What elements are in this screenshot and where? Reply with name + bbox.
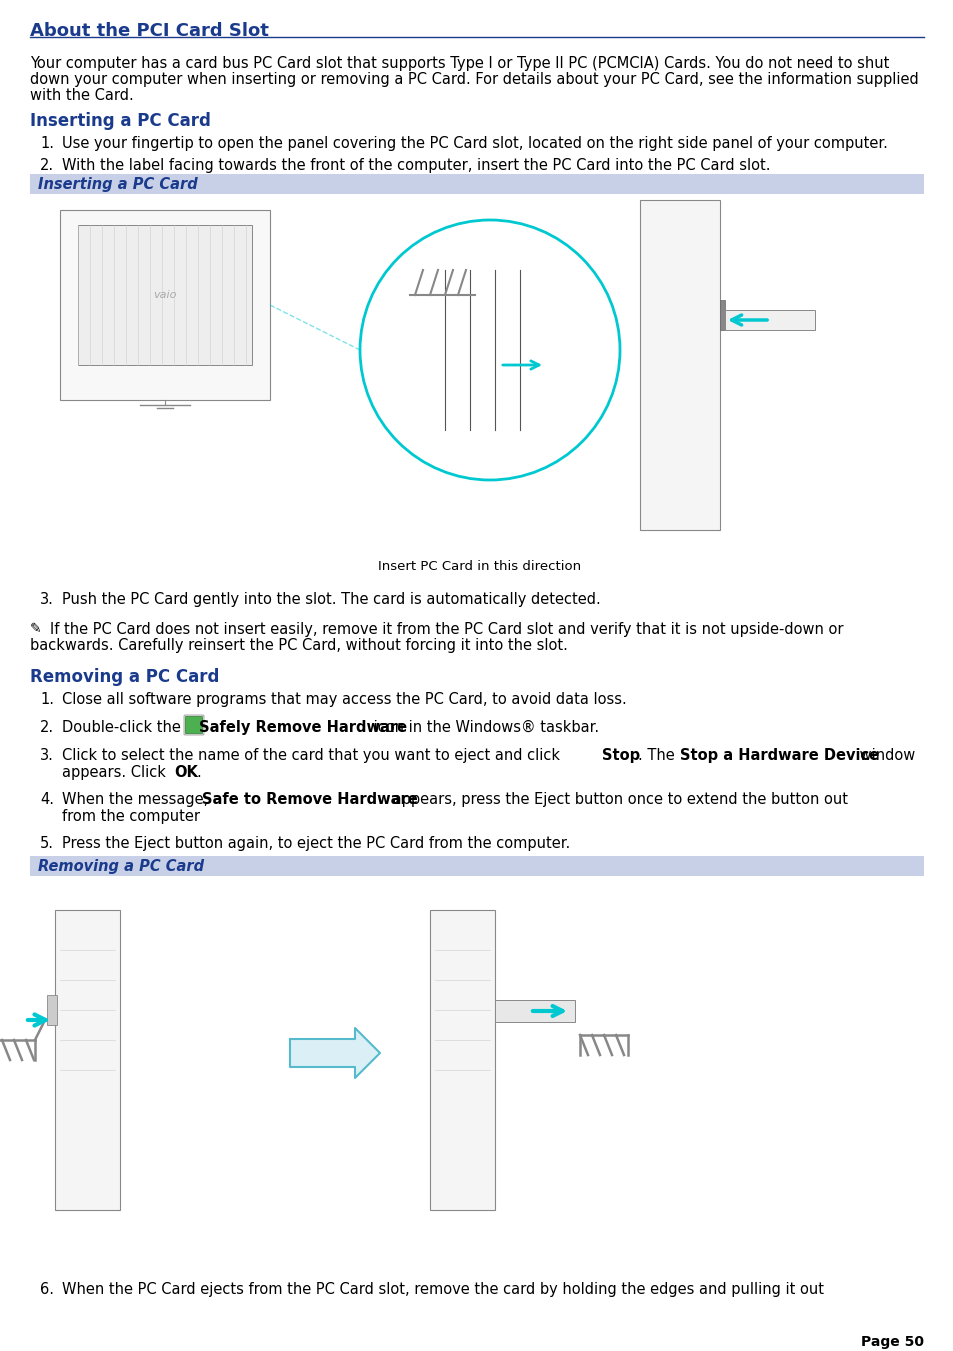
Text: 3.: 3. [40, 592, 53, 607]
Bar [30, 174, 923, 195]
Polygon shape [290, 1028, 379, 1078]
Text: 6.: 6. [40, 1282, 54, 1297]
Text: Your computer has a card bus PC Card slot that supports Type I or Type II PC (PC: Your computer has a card bus PC Card slo… [30, 55, 888, 72]
Bar [724, 309, 814, 330]
Text: Click to select the name of the card that you want to eject and click: Click to select the name of the card tha… [62, 748, 564, 763]
Text: window: window [854, 748, 914, 763]
Text: Press the Eject button again, to eject the PC Card from the computer.: Press the Eject button again, to eject t… [62, 836, 570, 851]
Text: appears. Click: appears. Click [62, 765, 171, 780]
Text: When the message,: When the message, [62, 792, 213, 807]
Text: vaio: vaio [153, 290, 176, 300]
Text: 3.: 3. [40, 748, 53, 763]
Text: Push the PC Card gently into the slot. The card is automatically detected.: Push the PC Card gently into the slot. T… [62, 592, 600, 607]
Text: 2.: 2. [40, 720, 54, 735]
Text: with the Card.: with the Card. [30, 88, 133, 103]
Text: down your computer when inserting or removing a PC Card. For details about your : down your computer when inserting or rem… [30, 72, 918, 86]
Text: 4.: 4. [40, 792, 54, 807]
FancyBboxPatch shape [184, 715, 204, 735]
Text: Stop a Hardware Device: Stop a Hardware Device [679, 748, 879, 763]
Bar [30, 875, 923, 1270]
Text: appears, press the Eject button once to extend the button out: appears, press the Eject button once to … [388, 792, 847, 807]
Bar [30, 857, 923, 875]
Text: icon in the Windows® taskbar.: icon in the Windows® taskbar. [369, 720, 598, 735]
Text: . The: . The [638, 748, 679, 763]
Text: Inserting a PC Card: Inserting a PC Card [30, 112, 211, 130]
Text: 1.: 1. [40, 136, 54, 151]
Text: backwards. Carefully reinsert the PC Card, without forcing it into the slot.: backwards. Carefully reinsert the PC Car… [30, 638, 567, 653]
Text: 2.: 2. [40, 158, 54, 173]
Bar [78, 226, 252, 365]
Text: ✎: ✎ [30, 621, 42, 636]
Text: Removing a PC Card: Removing a PC Card [38, 859, 204, 874]
Text: from the computer: from the computer [62, 809, 200, 824]
Text: .: . [195, 765, 200, 780]
Text: If the PC Card does not insert easily, remove it from the PC Card slot and verif: If the PC Card does not insert easily, r… [50, 621, 842, 638]
FancyBboxPatch shape [185, 716, 202, 734]
Text: Stop: Stop [601, 748, 639, 763]
Text: Safely Remove Hardware: Safely Remove Hardware [193, 720, 407, 735]
Bar [495, 1000, 575, 1021]
Text: Insert PC Card in this direction: Insert PC Card in this direction [378, 561, 581, 573]
Text: 1.: 1. [40, 692, 54, 707]
Text: Page 50: Page 50 [861, 1335, 923, 1350]
Text: 5.: 5. [40, 836, 54, 851]
Text: Removing a PC Card: Removing a PC Card [30, 667, 219, 686]
Text: About the PCI Card Slot: About the PCI Card Slot [30, 22, 269, 41]
Bar [639, 200, 720, 530]
Text: Close all software programs that may access the PC Card, to avoid data loss.: Close all software programs that may acc… [62, 692, 626, 707]
Bar [720, 300, 724, 330]
Bar [55, 911, 120, 1210]
Text: Use your fingertip to open the panel covering the PC Card slot, located on the r: Use your fingertip to open the panel cov… [62, 136, 887, 151]
Text: Double-click the: Double-click the [62, 720, 181, 735]
Bar [60, 209, 270, 400]
Bar [30, 195, 923, 574]
Text: Safe to Remove Hardware: Safe to Remove Hardware [202, 792, 417, 807]
Bar [47, 994, 57, 1025]
Text: OK: OK [173, 765, 197, 780]
Bar [430, 911, 495, 1210]
Text: Inserting a PC Card: Inserting a PC Card [38, 177, 197, 192]
Text: When the PC Card ejects from the PC Card slot, remove the card by holding the ed: When the PC Card ejects from the PC Card… [62, 1282, 823, 1297]
Text: With the label facing towards the front of the computer, insert the PC Card into: With the label facing towards the front … [62, 158, 770, 173]
